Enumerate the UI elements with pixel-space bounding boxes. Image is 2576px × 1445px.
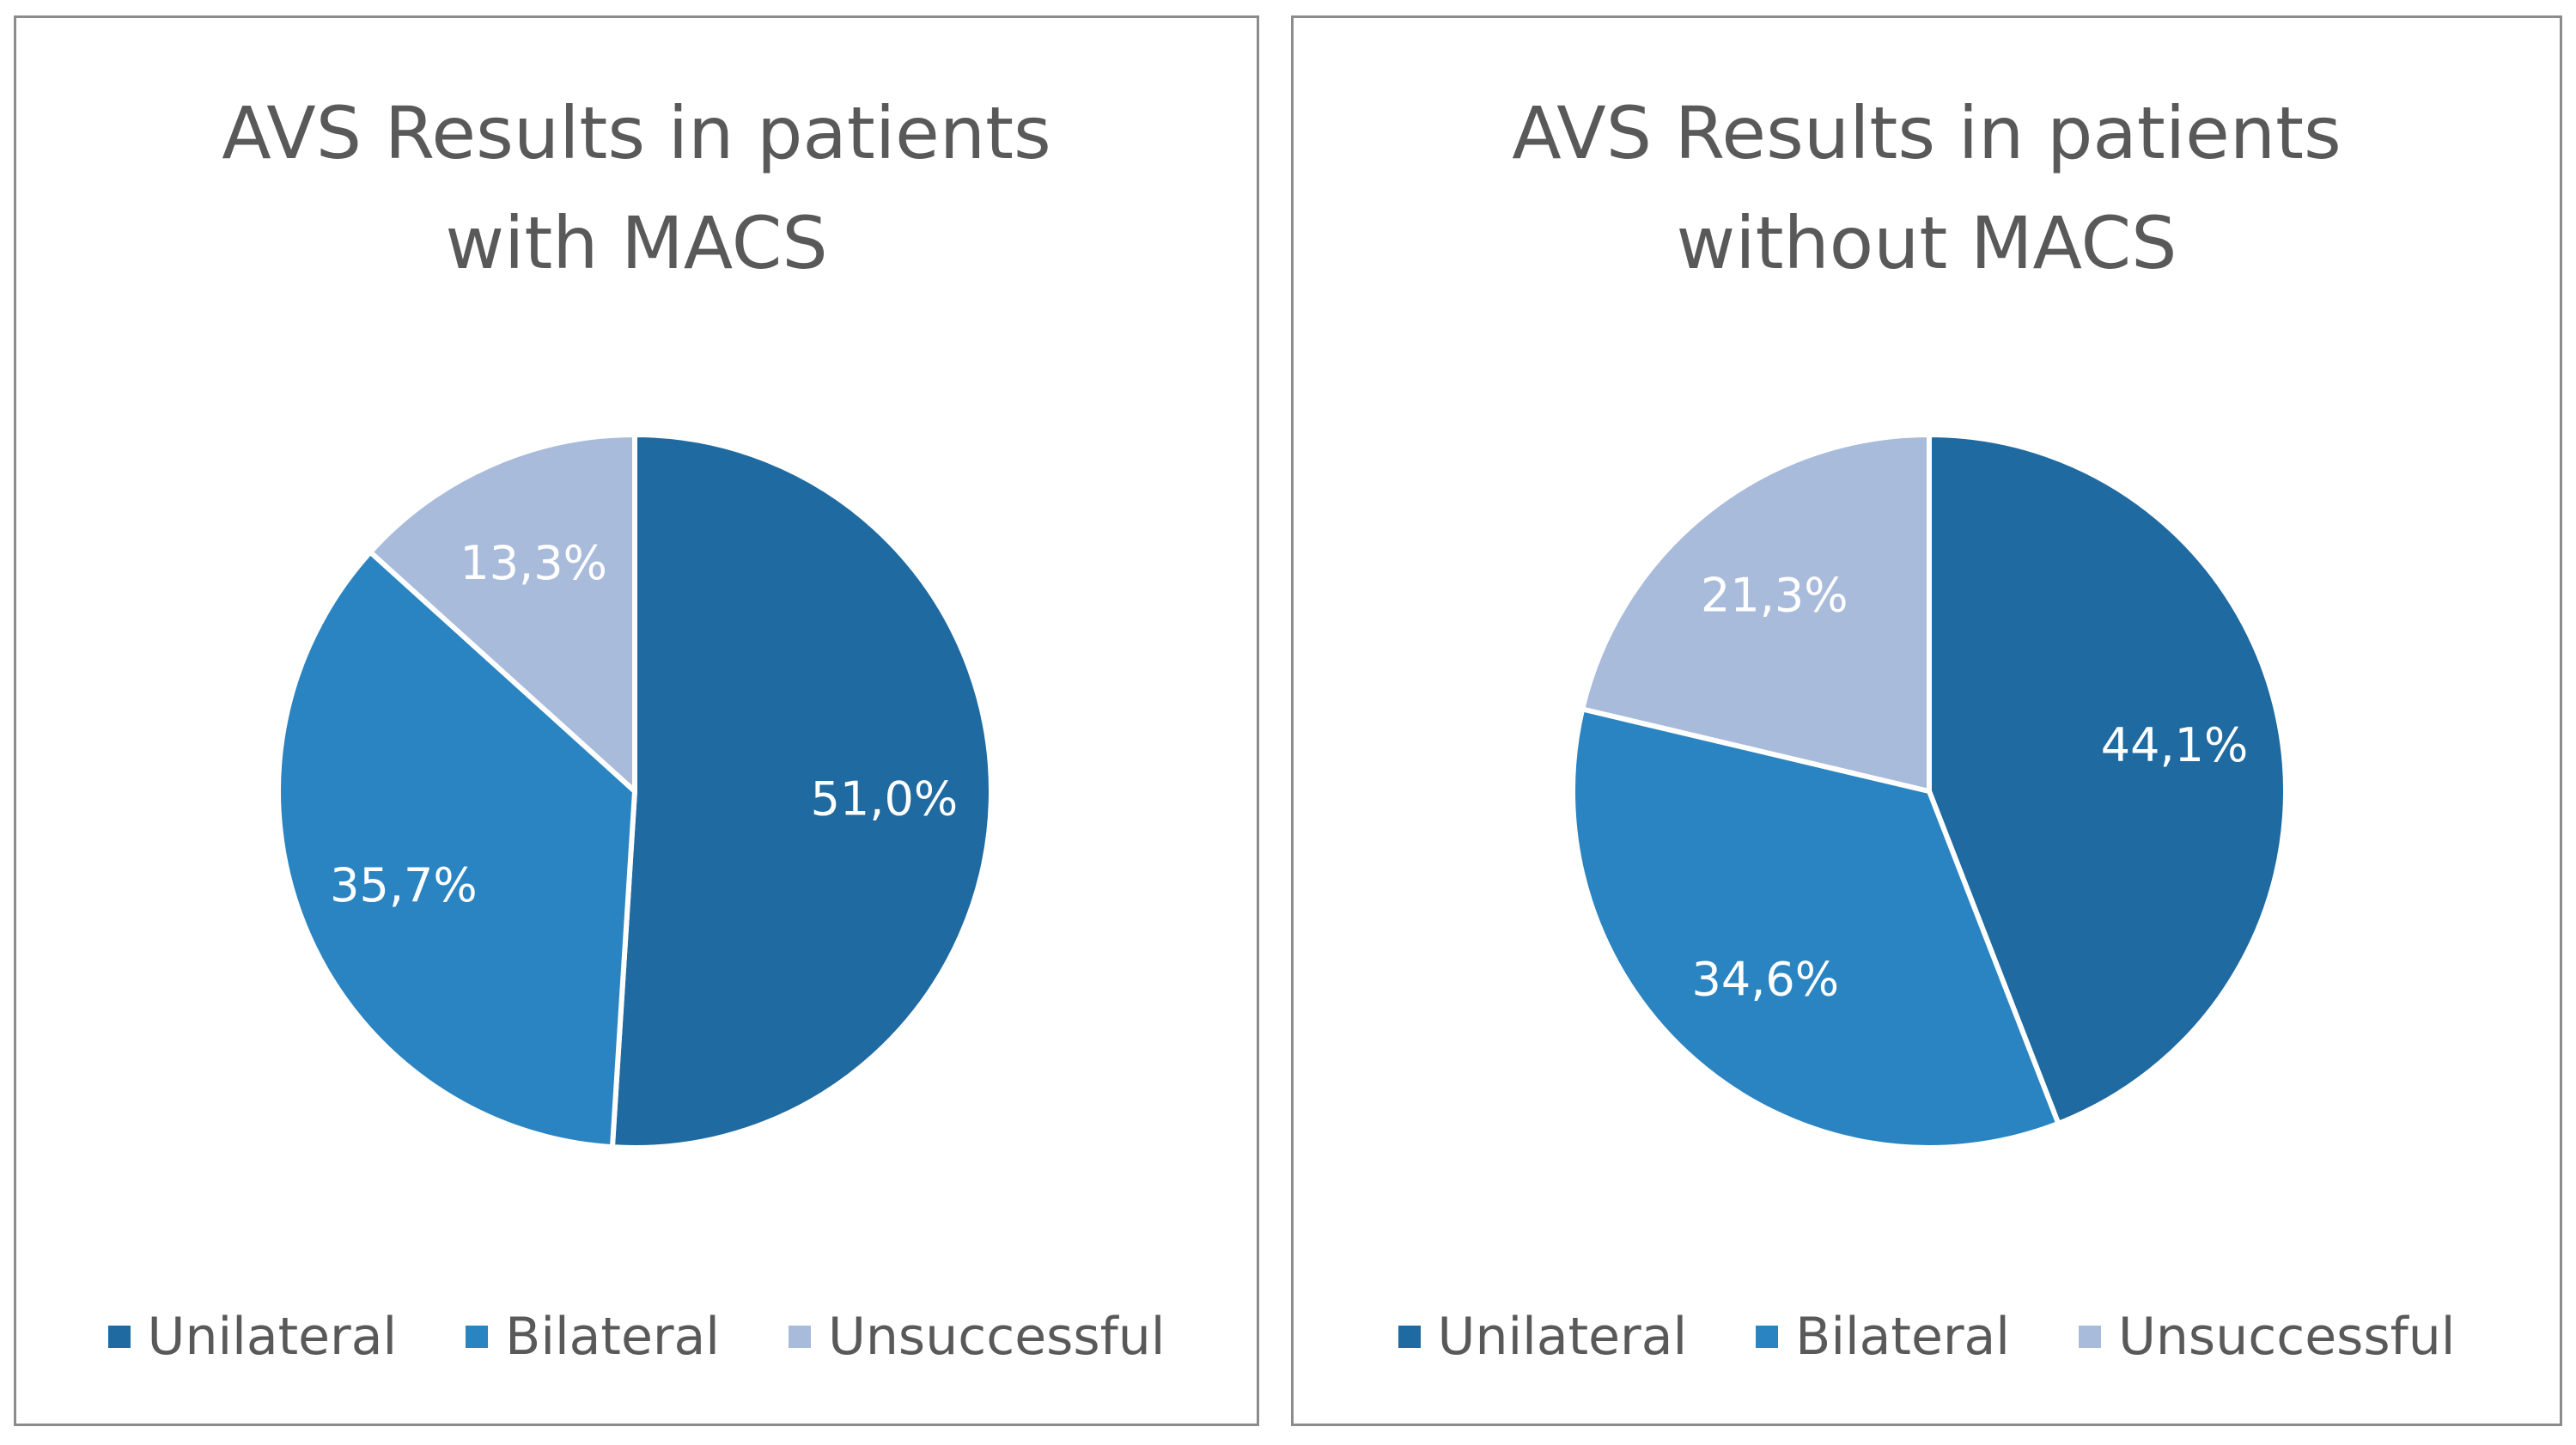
legend-item-unilateral: Unilateral: [107, 1307, 398, 1367]
chart-title-line-2: without MACS: [1676, 201, 2177, 285]
pie-slice-unsuccessful: [1580, 432, 1932, 794]
legend-label-bilateral: Bilateral: [505, 1307, 720, 1367]
legend-swatch-unsuccessful: [788, 1326, 811, 1348]
chart-title-line-1: AVS Results in patients: [222, 91, 1051, 175]
legend-label-unsuccessful: Unsuccessful: [827, 1307, 1166, 1367]
data-label-unsuccessful: 21,3%: [1701, 569, 1848, 623]
legend-swatch-bilateral: [466, 1326, 489, 1348]
legend-item-bilateral: Bilateral: [466, 1307, 720, 1367]
legend-item-bilateral: Bilateral: [1756, 1307, 2010, 1367]
legend-swatch-unilateral: [107, 1326, 131, 1348]
pie-chart: 51,0% 35,7% 13,3%: [276, 432, 994, 1150]
pie-slice-unilateral: [609, 432, 994, 1150]
pie-slice-unsuccessful: [368, 432, 637, 794]
legend-swatch-unilateral: [1398, 1326, 1421, 1348]
pie-slice-bilateral: [276, 549, 637, 1150]
chart-panel-with-macs: AVS Results in patients with MACS 51,0% 3…: [14, 15, 1259, 1426]
chart-title-line-2: with MACS: [445, 201, 828, 285]
chart-panel-without-macs: AVS Results in patients without MACS 44,…: [1291, 15, 2562, 1426]
data-label-bilateral: 34,6%: [1691, 953, 1839, 1007]
pie-chart: 44,1% 34,6% 21,3%: [1570, 432, 2288, 1150]
legend-label-unilateral: Unilateral: [147, 1307, 398, 1367]
legend: Unilateral Bilateral Unsuccessful: [16, 1307, 1257, 1367]
legend-item-unsuccessful: Unsuccessful: [2078, 1307, 2456, 1367]
pie-slice-bilateral: [1570, 706, 2061, 1150]
legend-swatch-unsuccessful: [2078, 1326, 2101, 1348]
legend-label-unilateral: Unilateral: [1437, 1307, 1688, 1367]
chart-title: AVS Results in patients without MACS: [1294, 78, 2560, 298]
legend-item-unilateral: Unilateral: [1398, 1307, 1688, 1367]
data-label-unsuccessful: 13,3%: [460, 536, 607, 590]
data-label-unilateral: 51,0%: [811, 772, 959, 826]
legend-item-unsuccessful: Unsuccessful: [788, 1307, 1166, 1367]
data-label-bilateral: 35,7%: [330, 858, 478, 912]
data-label-unilateral: 44,1%: [2101, 718, 2249, 772]
pie-slice-unilateral: [1927, 432, 2288, 1126]
legend-label-bilateral: Bilateral: [1795, 1307, 2010, 1367]
legend: Unilateral Bilateral Unsuccessful: [1294, 1307, 2560, 1367]
legend-swatch-bilateral: [1756, 1326, 1779, 1348]
chart-title: AVS Results in patients with MACS: [16, 78, 1257, 298]
legend-label-unsuccessful: Unsuccessful: [2117, 1307, 2456, 1367]
chart-title-line-1: AVS Results in patients: [1512, 91, 2342, 175]
